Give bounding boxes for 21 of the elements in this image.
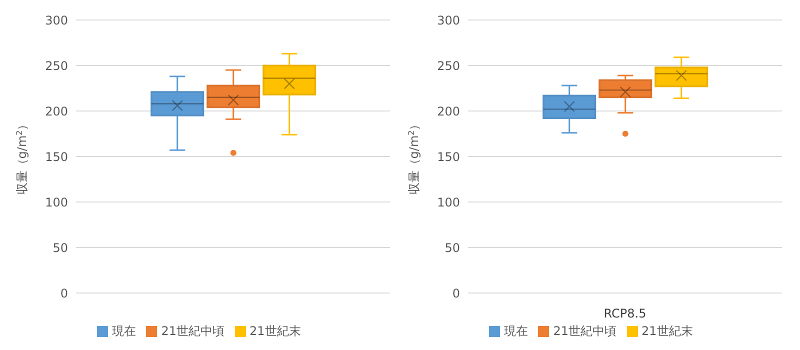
y-tick-label: 100 [45,195,68,210]
y-tick-label: 100 [437,195,460,210]
y-tick-label: 0 [452,286,460,300]
x-tick-label: RCP8.5 [604,306,646,321]
legend-label: 現在 [504,324,528,338]
legend-label: 21世紀末 [642,324,693,338]
y-tick-label: 300 [437,13,460,28]
y-tick-label: 50 [52,240,68,255]
y-tick-label: 50 [444,240,460,255]
y-tick-label: 150 [45,150,68,164]
y-tick-label: 200 [437,104,460,118]
legend-label: 21世紀中頃 [553,324,616,338]
legend-label: 21世紀中頃 [161,324,224,338]
y-tick-label: 250 [45,58,68,73]
y-tick-label: 150 [437,150,460,164]
y-tick-label: 300 [45,13,68,28]
legend-label: 21世紀末 [250,324,301,338]
y-tick-label: 0 [60,286,68,300]
y-tick-label: 200 [45,104,68,118]
legend-label: 現在 [112,324,136,338]
y-tick-label: 250 [437,58,460,73]
